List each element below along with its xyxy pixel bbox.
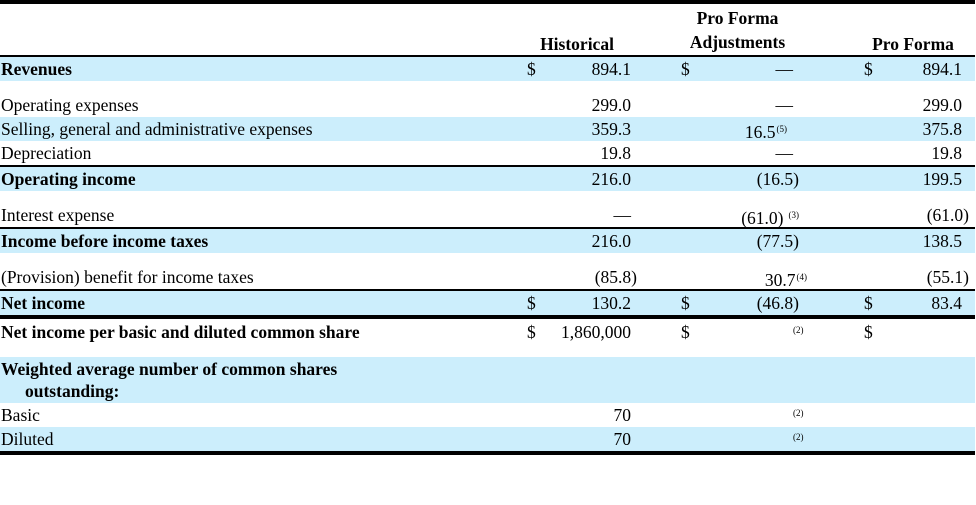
row-label-line1: Weighted average number of common shares [1,359,338,379]
pro-forma-value: (55.1) [926,267,969,287]
row-label: Interest expense [1,205,115,225]
adjustments-number: 16.5 [744,122,776,142]
historical-value: 216.0 [591,231,631,251]
historical-dollar-sign: $ [527,59,536,79]
table-row-basic: Basic 70 (2) [0,403,975,427]
historical-value: 359.3 [591,119,631,139]
pro-forma-value: 83.4 [931,293,962,313]
adjustments-dollar-sign: $ [681,293,690,313]
header-adjustments-line1: Pro Forma [696,8,779,28]
table-row-sga: Selling, general and administrative expe… [0,117,975,143]
table-row-revenues: Revenues $ 894.1 $ — $ 894.1 [0,57,975,81]
adjustments-dollar-sign: $ [681,322,690,342]
row-label: Depreciation [1,143,92,163]
adjustments-value: 16.5(5) [745,118,787,143]
adjustments-dollar-sign: $ [681,59,690,79]
pro-forma-value: 138.5 [922,231,962,251]
row-label: Operating income [1,169,136,189]
historical-value: 216.0 [591,169,631,189]
pro-forma-value: 19.8 [931,143,962,163]
row-rule [0,227,975,229]
adjustments-value: 30.7(4) [765,266,807,291]
footnote-marker: (2) [793,432,804,442]
row-label-line2: outstanding: [25,381,120,401]
pro-forma-value: 894.1 [922,59,962,79]
table-row-diluted: Diluted 70 (2) [0,427,975,451]
pro-forma-value: (61.0) [926,205,969,225]
pro-forma-dollar-sign: $ [864,293,873,313]
footnote-marker: (3) [788,210,800,220]
adjustments-value: (77.5) [756,231,799,251]
row-label: Selling, general and administrative expe… [1,119,313,139]
table-row-net-income: Net income $ 130.2 $ (46.8) $ 83.4 [0,291,975,315]
pro-forma-dollar-sign: $ [864,59,873,79]
row-label: Net income per basic and diluted common … [1,322,360,342]
row-label: Net income [1,293,86,313]
row-label: Revenues [1,59,72,79]
table-row-income-before-taxes: Income before income taxes 216.0 (77.5) … [0,229,975,253]
row-label: Diluted [1,429,54,449]
row-label: Basic [1,405,40,425]
footnote-marker: (5) [776,124,788,134]
pro-forma-value: 375.8 [922,119,962,139]
footnote-marker: (2) [793,325,804,335]
pro-forma-value: 299.0 [922,95,962,115]
header-rule [0,55,975,57]
historical-dollar-sign: $ [527,322,536,342]
historical-value: 19.8 [600,143,631,163]
table-row-operating-income: Operating income 216.0 (16.5) 199.5 [0,167,975,191]
row-rule [0,165,975,167]
historical-value: 1,860,000 [561,322,631,342]
table-row-weighted-average: Weighted average number of common shares… [0,357,975,403]
historical-value: 70 [613,429,632,449]
bottom-rule [0,451,975,455]
header-adjustments-line2: Adjustments [689,32,786,52]
historical-value: 70 [613,405,632,425]
adjustments-value: — [775,59,794,79]
header-pro-forma: Pro Forma [872,34,954,54]
footnote-marker: (4) [796,272,808,282]
adjustments-value: (46.8) [756,293,799,313]
adjustments-number: 30.7 [764,270,796,290]
historical-dollar-sign: $ [527,293,536,313]
header-historical: Historical [540,34,614,54]
table-row-net-income-per-share: Net income per basic and diluted common … [0,321,975,345]
row-label: Operating expenses [1,95,139,115]
adjustments-number: (61.0) [741,208,784,228]
top-rule [0,0,975,4]
pro-forma-dollar-sign: $ [864,322,873,342]
row-label: Income before income taxes [1,231,209,251]
historical-value: — [613,205,632,225]
table-row-depreciation: Depreciation 19.8 — 19.8 [0,141,975,165]
double-rule [0,315,975,319]
adjustments-value: — [775,143,794,163]
row-rule [0,289,975,291]
adjustments-value: — [775,95,794,115]
historical-value: 894.1 [591,59,631,79]
adjustments-value: (61.0) (3) [741,204,799,229]
footnote-marker: (2) [793,408,804,418]
historical-value: (85.8) [594,267,637,287]
historical-value: 130.2 [591,293,631,313]
adjustments-value: (16.5) [756,169,799,189]
table-row-income-taxes: (Provision) benefit for income taxes (85… [0,265,975,291]
table-row-interest-expense: Interest expense — (61.0) (3) (61.0) [0,203,975,229]
historical-value: 299.0 [591,95,631,115]
pro-forma-value: 199.5 [922,169,962,189]
row-label: (Provision) benefit for income taxes [1,267,254,287]
table-row-operating-expenses: Operating expenses 299.0 — 299.0 [0,93,975,117]
